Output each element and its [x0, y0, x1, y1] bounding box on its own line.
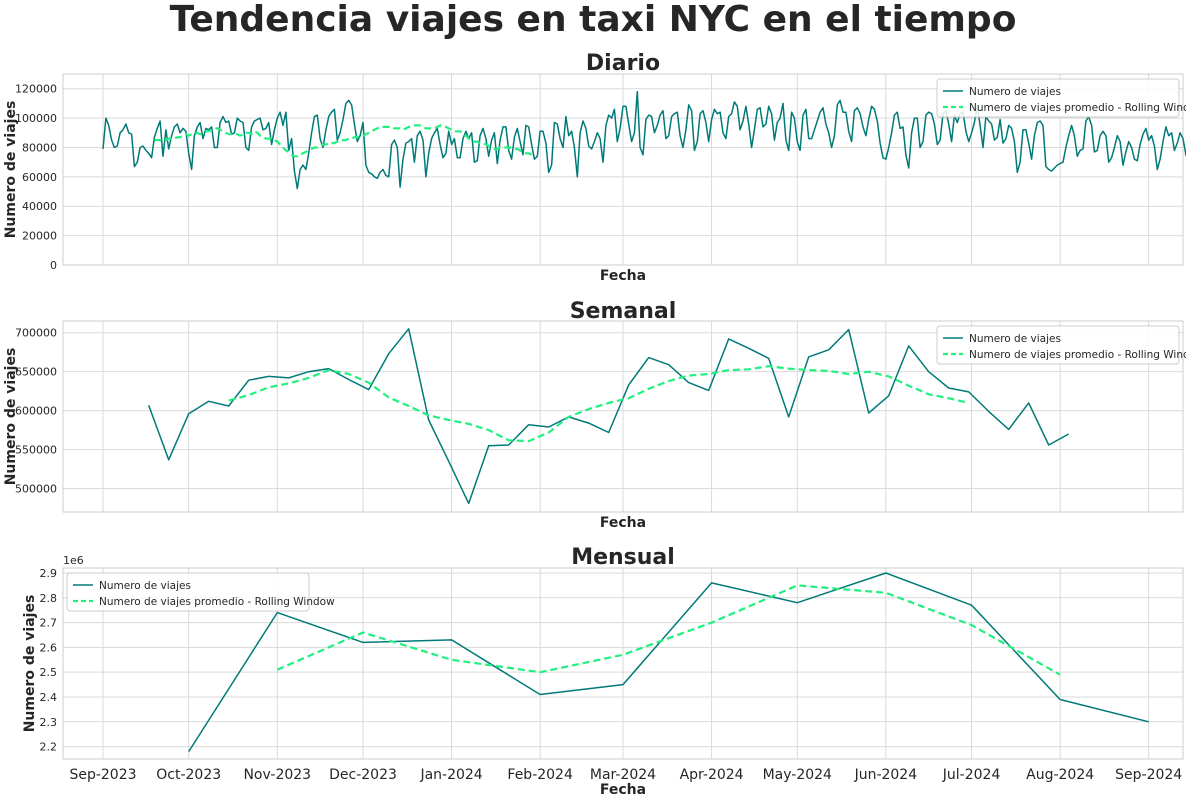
x-tick-label: Sep-2023: [69, 767, 136, 783]
panel-title: Semanal: [570, 299, 677, 324]
y-tick-label: 2.8: [40, 592, 58, 605]
legend-label: Numero de viajes promedio - Rolling Wind…: [969, 102, 1186, 114]
series-line-rolling: [154, 124, 533, 158]
legend-box: [936, 78, 1180, 118]
legend-label: Numero de viajes: [99, 580, 191, 592]
y-axis-label: Numero de viajes: [3, 101, 19, 239]
x-tick-label: Apr-2024: [680, 767, 744, 783]
x-axis-label: Fecha: [600, 515, 646, 531]
legend-box: [936, 325, 1180, 365]
y-tick-label: 80000: [22, 141, 57, 154]
x-tick-label: Jan-2024: [419, 767, 482, 783]
series-line-rolling: [276, 584, 1061, 676]
x-axis-label: Fecha: [600, 782, 646, 797]
series-line-trips: [102, 90, 1186, 190]
y-tick-label: 2.3: [40, 716, 58, 729]
figure-title: Tendencia viajes en taxi NYC en el tiemp…: [169, 0, 1017, 40]
y-tick-label: 0: [50, 259, 57, 272]
legend: Numero de viajes Numero de viajes promedi…: [936, 78, 1186, 118]
plot-frame: [62, 567, 1184, 760]
y-tick-label: 2.2: [40, 741, 58, 754]
panel-2: 2.2 2.3 2.4 2.5 2.6 2.7 2.8 2.9 Sep-2023 Oct-2023…: [22, 545, 1184, 797]
x-tick-label: Dec-2023: [329, 767, 397, 783]
x-tick-label: Feb-2024: [507, 767, 573, 783]
y-tick-label: 120000: [15, 83, 57, 96]
y-offset-label: 1e6: [63, 554, 84, 567]
y-tick-label: 600000: [15, 405, 57, 418]
y-tick-label: 650000: [15, 366, 57, 379]
y-tick-label: 2.6: [40, 641, 58, 654]
y-tick-label: 2.4: [40, 691, 58, 704]
y-tick-label: 40000: [22, 200, 57, 213]
plot-frame: [62, 73, 1184, 266]
y-tick-label: 60000: [22, 171, 57, 184]
legend-label: Numero de viajes promedio - Rolling Wind…: [969, 349, 1186, 361]
y-tick-label: 2.7: [40, 617, 58, 630]
x-tick-label: May-2024: [763, 767, 832, 783]
panel-title: Diario: [586, 51, 660, 76]
panel-title: Mensual: [571, 545, 675, 570]
y-axis-label: Numero de viajes: [22, 595, 38, 733]
x-tick-label: Mar-2024: [590, 767, 656, 783]
x-tick-label: Sep-2024: [1115, 767, 1182, 783]
y-tick-label: 100000: [15, 112, 57, 125]
panel-1: 500000 550000 600000 650000 700000 Semanal Fec…: [3, 299, 1186, 531]
legend: Numero de viajes Numero de viajes promedi…: [66, 572, 335, 612]
x-tick-label: Aug-2024: [1026, 767, 1094, 783]
legend-label: Numero de viajes: [969, 333, 1061, 345]
legend-label: Numero de viajes: [969, 86, 1061, 98]
x-axis-label: Fecha: [600, 268, 646, 284]
y-tick-label: 500000: [15, 483, 57, 496]
legend-box: [66, 572, 310, 612]
x-tick-label: Jul-2024: [942, 767, 1001, 783]
legend: Numero de viajes Numero de viajes promedi…: [936, 325, 1186, 365]
x-tick-label: Jun-2024: [854, 767, 918, 783]
series-line-trips: [147, 328, 1070, 505]
plot-frame: [62, 320, 1184, 513]
y-tick-label: 20000: [22, 230, 57, 243]
y-tick-label: 2.5: [40, 666, 58, 679]
panel-0: 0 20000 40000 60000 80000 100000 120000 Diario F…: [3, 51, 1186, 284]
y-tick-label: 700000: [15, 327, 57, 340]
legend-label: Numero de viajes promedio - Rolling Wind…: [99, 596, 335, 608]
y-tick-label: 550000: [15, 444, 57, 457]
x-tick-label: Oct-2023: [156, 767, 221, 783]
x-tick-label: Nov-2023: [243, 767, 311, 783]
series-line-rolling: [228, 365, 969, 443]
series-line-trips: [188, 572, 1149, 753]
y-axis-label: Numero de viajes: [3, 348, 19, 486]
y-tick-label: 2.9: [40, 567, 58, 580]
